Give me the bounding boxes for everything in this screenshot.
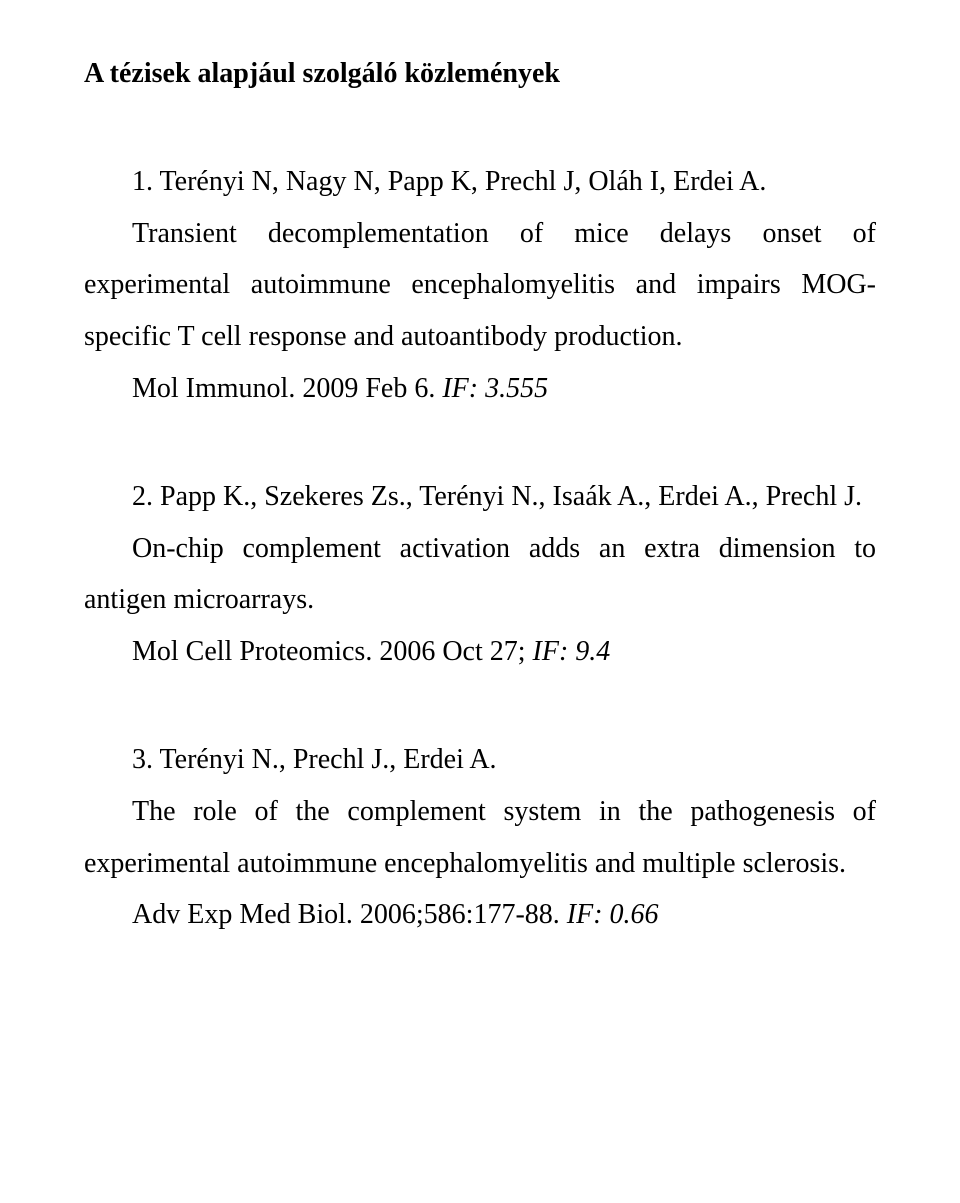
entry-authors: 3. Terényi N., Prechl J., Erdei A. [84, 734, 876, 786]
entry-impact-factor: IF: 0.66 [567, 899, 659, 930]
entry-journal: Mol Immunol. 2009 Feb 6. [132, 373, 442, 404]
entry-publication: Adv Exp Med Biol. 2006;586:177-88. IF: 0… [84, 889, 876, 941]
entry-article-title: On-chip complement activation adds an ex… [84, 523, 876, 627]
entry-authors-text: 2. Papp K., Szekeres Zs., Terényi N., Is… [132, 481, 862, 512]
entry-authors: 2. Papp K., Szekeres Zs., Terényi N., Is… [84, 471, 876, 523]
bibliography-entry: 1. Terényi N, Nagy N, Papp K, Prechl J, … [84, 156, 876, 415]
entry-article-title: The role of the complement system in the… [84, 786, 876, 890]
entry-publication: Mol Immunol. 2009 Feb 6. IF: 3.555 [84, 363, 876, 415]
bibliography-entry: 3. Terényi N., Prechl J., Erdei A. The r… [84, 734, 876, 941]
entry-journal: Adv Exp Med Biol. 2006;586:177-88. [132, 899, 567, 930]
entry-impact-factor: IF: 3.555 [442, 373, 548, 404]
entry-publication: Mol Cell Proteomics. 2006 Oct 27; IF: 9.… [84, 626, 876, 678]
entry-authors: 1. Terényi N, Nagy N, Papp K, Prechl J, … [84, 156, 876, 208]
page-title: A tézisek alapjául szolgáló közlemények [84, 48, 876, 100]
entry-article-title: Transient decomplementation of mice dela… [84, 208, 876, 363]
entry-journal: Mol Cell Proteomics. 2006 Oct 27; [132, 636, 533, 667]
entry-impact-factor: IF: 9.4 [533, 636, 611, 667]
bibliography-entry: 2. Papp K., Szekeres Zs., Terényi N., Is… [84, 471, 876, 678]
